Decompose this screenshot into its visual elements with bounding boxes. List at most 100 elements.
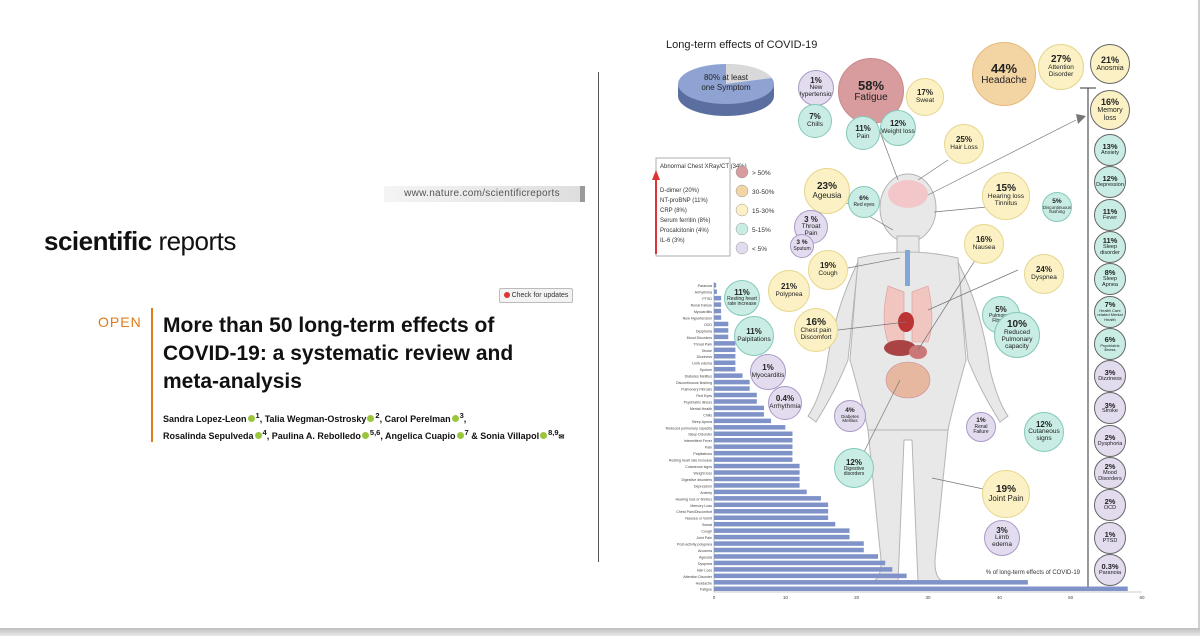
bar-category-label: Sleep Apnea — [692, 420, 712, 424]
pie-label: 80% at least — [704, 73, 749, 82]
bubble-label: Pain — [856, 132, 870, 140]
bar — [714, 470, 800, 475]
symptom-bubble: 27% Attention Disorder — [1038, 44, 1084, 90]
bubble-percent: 1% — [762, 363, 774, 373]
bar-tick-label: 40 — [997, 595, 1003, 600]
bubble-percent: 7% — [809, 112, 821, 122]
intestines — [885, 361, 931, 399]
orcid-icon[interactable] — [456, 432, 464, 439]
bar — [714, 360, 736, 365]
column-bubble: 1% PTSD — [1094, 521, 1126, 554]
bar — [714, 321, 729, 327]
column-bubble: 8% Sleep Apnea — [1094, 263, 1126, 296]
bar — [714, 289, 717, 294]
bar-category-label: Anxiety — [700, 491, 712, 495]
bar — [714, 347, 736, 353]
bar-category-label: Chills — [703, 413, 712, 417]
legend-label: > 50% — [752, 170, 771, 177]
author-affiliation: 3 — [459, 411, 464, 420]
bar — [714, 366, 736, 372]
bubble-label: New Hypertension — [798, 84, 834, 99]
author-name[interactable]: Paulina A. Rebolledo — [271, 431, 361, 441]
bubble-label: Cough — [818, 269, 838, 277]
author-name[interactable]: Talia Wegman-Ostrosky — [264, 414, 367, 424]
bar-category-label: Nausea or Vomit — [685, 517, 712, 521]
lab-item: CRP (8%) — [660, 208, 687, 214]
column-bracket — [1080, 87, 1096, 590]
column-bubble: 3% Dizziness — [1094, 360, 1126, 393]
bubble-percent: 3% — [996, 525, 1008, 535]
symptom-bubble: 11% Palpitations — [734, 316, 774, 356]
bubble-label: Hearing loss Tinnitus — [987, 193, 1025, 208]
author-name[interactable]: Sandra Lopez-Leon — [163, 414, 247, 424]
symptom-bubble: 11% Pain — [846, 116, 880, 150]
bar-category-label: Reduced pulmonary capacity — [666, 426, 713, 430]
bar — [714, 444, 793, 449]
orcid-icon[interactable] — [367, 415, 375, 422]
bubble-label: Discontinuous flushing — [1042, 204, 1072, 215]
bubble-label: Memory loss — [1097, 107, 1123, 122]
check-updates-button[interactable]: Check for updates — [499, 288, 573, 303]
bar-category-label: Joint Pain — [696, 536, 712, 540]
author-affiliation: 1 — [255, 411, 260, 420]
nature-url-banner[interactable]: www.nature.com/scientificreports — [384, 186, 585, 202]
bubble-percent: 11% — [855, 124, 871, 134]
bubble-label: Health Care related Mental Health — [1097, 308, 1123, 322]
author-name[interactable]: Rosalinda Sepulveda — [163, 431, 254, 441]
pie-label-line2: one Symptom — [701, 83, 751, 92]
orcid-icon[interactable] — [361, 432, 369, 439]
bar — [714, 412, 764, 417]
symptom-bubble: 1% Renal Failure — [966, 412, 996, 442]
orcid-icon[interactable] — [247, 415, 255, 422]
bar-category-label: Attention Disorder — [683, 575, 713, 579]
bar — [714, 463, 800, 469]
bubble-label: Attention Disorder — [1048, 64, 1074, 79]
legend-swatch — [735, 241, 749, 255]
symptom-bubble: 11% Resting heart rate increase — [724, 280, 760, 316]
bubble-percent: 3 % — [796, 238, 808, 246]
bar — [714, 392, 757, 398]
bar — [714, 580, 1028, 585]
bar-chart-title: % of long-term effects of COVID-19 — [986, 570, 1081, 576]
bubble-label: Hair Loss — [950, 143, 978, 151]
bar-category-label: Dyspnea — [698, 562, 712, 566]
bubble-label: Polypnea — [775, 290, 803, 298]
bubble-percent: 12% — [889, 119, 906, 129]
symptom-bubble: 1% New Hypertension — [798, 70, 834, 106]
bar-category-label: Hearing loss or tinnitus — [675, 497, 712, 501]
bar-category-label: Mood Disorders — [687, 336, 713, 340]
bar — [714, 496, 821, 501]
lab-results-box — [655, 157, 731, 257]
orcid-icon[interactable] — [254, 432, 262, 439]
bar-category-label: Myocarditis — [694, 310, 712, 314]
crossmark-icon — [503, 292, 510, 298]
bar — [714, 431, 793, 437]
bar-category-label: Intermittent Fever — [684, 439, 713, 443]
bar — [714, 399, 757, 404]
symptom-bubble: 19% Joint Pain — [982, 470, 1030, 518]
bar-category-label: Arrhythmia — [695, 291, 712, 295]
open-access-label: OPEN — [98, 314, 142, 330]
bar-category-label: Palpitations — [693, 452, 712, 456]
bubble-percent: 19% — [995, 483, 1016, 495]
symptom-bubble: 16% Nausea — [964, 224, 1004, 264]
author-name[interactable]: Sonia Villapol — [480, 431, 540, 441]
bubble-label: Psychiatric illness — [1100, 342, 1120, 352]
bar — [714, 450, 793, 456]
author-name[interactable]: Carol Perelman — [384, 414, 451, 424]
connector-brain-arrow — [927, 119, 1077, 196]
orcid-icon[interactable] — [451, 415, 459, 422]
column-bubble: 2% OCD — [1094, 489, 1126, 522]
stomach — [909, 345, 927, 359]
lab-item: Abnormal Chest XRay/CT (34%) — [660, 164, 747, 170]
email-icon[interactable]: ✉ — [558, 434, 565, 441]
lab-items: Abnormal Chest XRay/CT (34%) D-dimer (20%… — [660, 164, 747, 244]
column-bubble: 6% Psychiatric illness — [1094, 327, 1126, 360]
legend-label: 5-15% — [752, 227, 771, 234]
bar-category-label: PTSD — [702, 297, 712, 301]
orcid-icon[interactable] — [540, 432, 548, 439]
author-name[interactable]: Angelica Cuapio — [385, 431, 456, 441]
bar — [714, 547, 864, 553]
bar-tick-label: 50 — [1068, 595, 1074, 600]
